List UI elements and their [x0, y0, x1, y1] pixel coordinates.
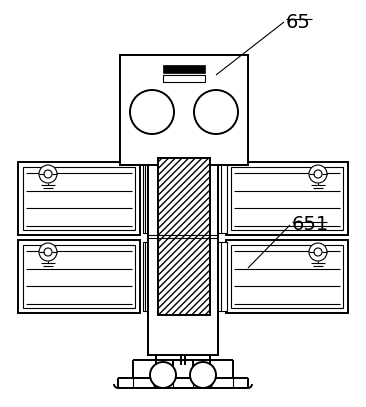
Text: 651: 651: [292, 215, 329, 234]
Bar: [143, 164, 159, 233]
Bar: [120, 55, 248, 165]
Bar: [148, 55, 218, 355]
Bar: [231, 167, 343, 230]
Bar: [226, 162, 348, 235]
Bar: [18, 240, 140, 313]
Circle shape: [309, 165, 327, 183]
Bar: [158, 158, 210, 315]
Text: 65: 65: [286, 13, 311, 31]
Circle shape: [194, 90, 238, 134]
Circle shape: [44, 170, 52, 178]
Circle shape: [130, 90, 174, 134]
Circle shape: [44, 248, 52, 256]
Circle shape: [314, 170, 322, 178]
Bar: [163, 65, 205, 73]
Circle shape: [314, 248, 322, 256]
Bar: [158, 158, 210, 315]
Bar: [211, 242, 227, 311]
Bar: [120, 55, 248, 165]
Bar: [143, 242, 159, 311]
Bar: [163, 65, 205, 73]
Circle shape: [39, 243, 57, 261]
Bar: [211, 164, 227, 233]
Circle shape: [39, 165, 57, 183]
Bar: [226, 240, 348, 313]
Circle shape: [194, 90, 238, 134]
Bar: [163, 75, 205, 81]
Bar: [163, 75, 205, 82]
Circle shape: [190, 362, 216, 388]
Circle shape: [150, 362, 176, 388]
Circle shape: [309, 243, 327, 261]
Bar: [148, 55, 218, 355]
Bar: [18, 162, 140, 235]
Bar: [23, 167, 135, 230]
Bar: [231, 245, 343, 308]
Bar: [23, 245, 135, 308]
Circle shape: [130, 90, 174, 134]
